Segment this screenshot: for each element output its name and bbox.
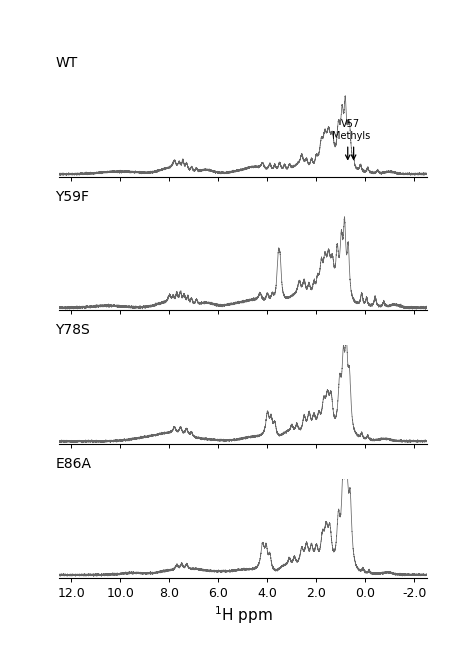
Text: Y59F: Y59F xyxy=(55,190,90,204)
Text: WT: WT xyxy=(55,56,78,70)
X-axis label: $^1$H ppm: $^1$H ppm xyxy=(214,604,272,626)
Text: Y78S: Y78S xyxy=(55,323,91,337)
Text: V57
Methyls: V57 Methyls xyxy=(331,119,370,141)
Text: E86A: E86A xyxy=(55,457,91,471)
